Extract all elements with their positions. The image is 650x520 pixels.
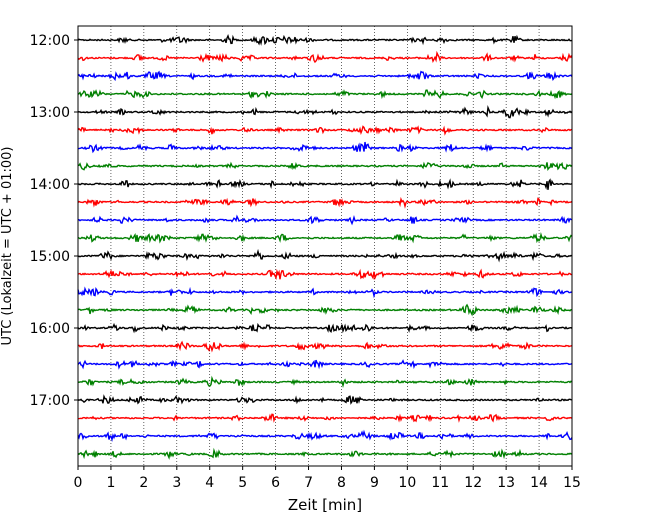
trace-row xyxy=(77,50,573,64)
x-tick-label: 13 xyxy=(497,475,515,491)
x-tick-label: 2 xyxy=(139,475,148,491)
trace-row xyxy=(77,196,573,209)
grid-lines xyxy=(110,26,540,466)
trace-row xyxy=(77,303,573,317)
trace-row xyxy=(77,214,573,226)
trace-row xyxy=(77,232,573,244)
x-tick-label: 14 xyxy=(530,475,548,491)
y-axis: 12:00 13:00 14:00 15:00 16:00 17:00 xyxy=(30,33,78,409)
trace-row xyxy=(77,359,573,370)
trace-row xyxy=(77,34,573,46)
trace-row xyxy=(77,178,573,190)
y-tick-label: 12:00 xyxy=(30,33,70,49)
x-tick-label: 1 xyxy=(106,475,115,491)
x-tick-label: 9 xyxy=(370,475,379,491)
y-tick-label: 14:00 xyxy=(30,177,70,193)
trace-row xyxy=(77,375,573,389)
trace-row xyxy=(77,413,573,423)
x-axis: 0 1 2 3 4 5 6 7 8 9 10 11 12 13 14 15 xyxy=(74,466,581,491)
trace-row xyxy=(77,286,573,299)
x-tick-label: 5 xyxy=(238,475,247,491)
trace-row xyxy=(77,125,573,136)
x-tick-label: 10 xyxy=(398,475,416,491)
x-tick-label: 8 xyxy=(337,475,346,491)
y-axis-label: UTC (Lokalzeit = UTC + 01:00) xyxy=(0,147,15,346)
trace-row xyxy=(77,141,573,154)
x-tick-label: 4 xyxy=(205,475,214,491)
trace-row xyxy=(77,268,573,281)
x-tick-label: 15 xyxy=(563,475,581,491)
trace-row xyxy=(77,70,573,82)
trace-row xyxy=(77,394,573,405)
trace-row xyxy=(77,89,573,100)
y-tick-label: 17:00 xyxy=(30,393,70,409)
x-axis-label: Zeit [min] xyxy=(288,496,362,514)
trace-row xyxy=(77,322,573,334)
trace-row xyxy=(77,105,573,119)
plot-frame xyxy=(77,25,573,467)
x-tick-label: 6 xyxy=(271,475,280,491)
y-tick-label: 13:00 xyxy=(30,105,70,121)
x-tick-label: 3 xyxy=(172,475,181,491)
trace-row xyxy=(77,447,573,460)
seismic-traces xyxy=(77,34,573,460)
trace-row xyxy=(77,340,573,353)
y-tick-label: 16:00 xyxy=(30,321,70,337)
trace-row xyxy=(77,161,573,172)
x-tick-label: 7 xyxy=(304,475,313,491)
y-tick-label: 15:00 xyxy=(30,249,70,265)
trace-row xyxy=(77,429,573,443)
x-tick-label: 0 xyxy=(74,475,83,491)
trace-row xyxy=(77,248,573,263)
x-tick-label: 11 xyxy=(431,475,449,491)
x-tick-label: 12 xyxy=(464,475,482,491)
